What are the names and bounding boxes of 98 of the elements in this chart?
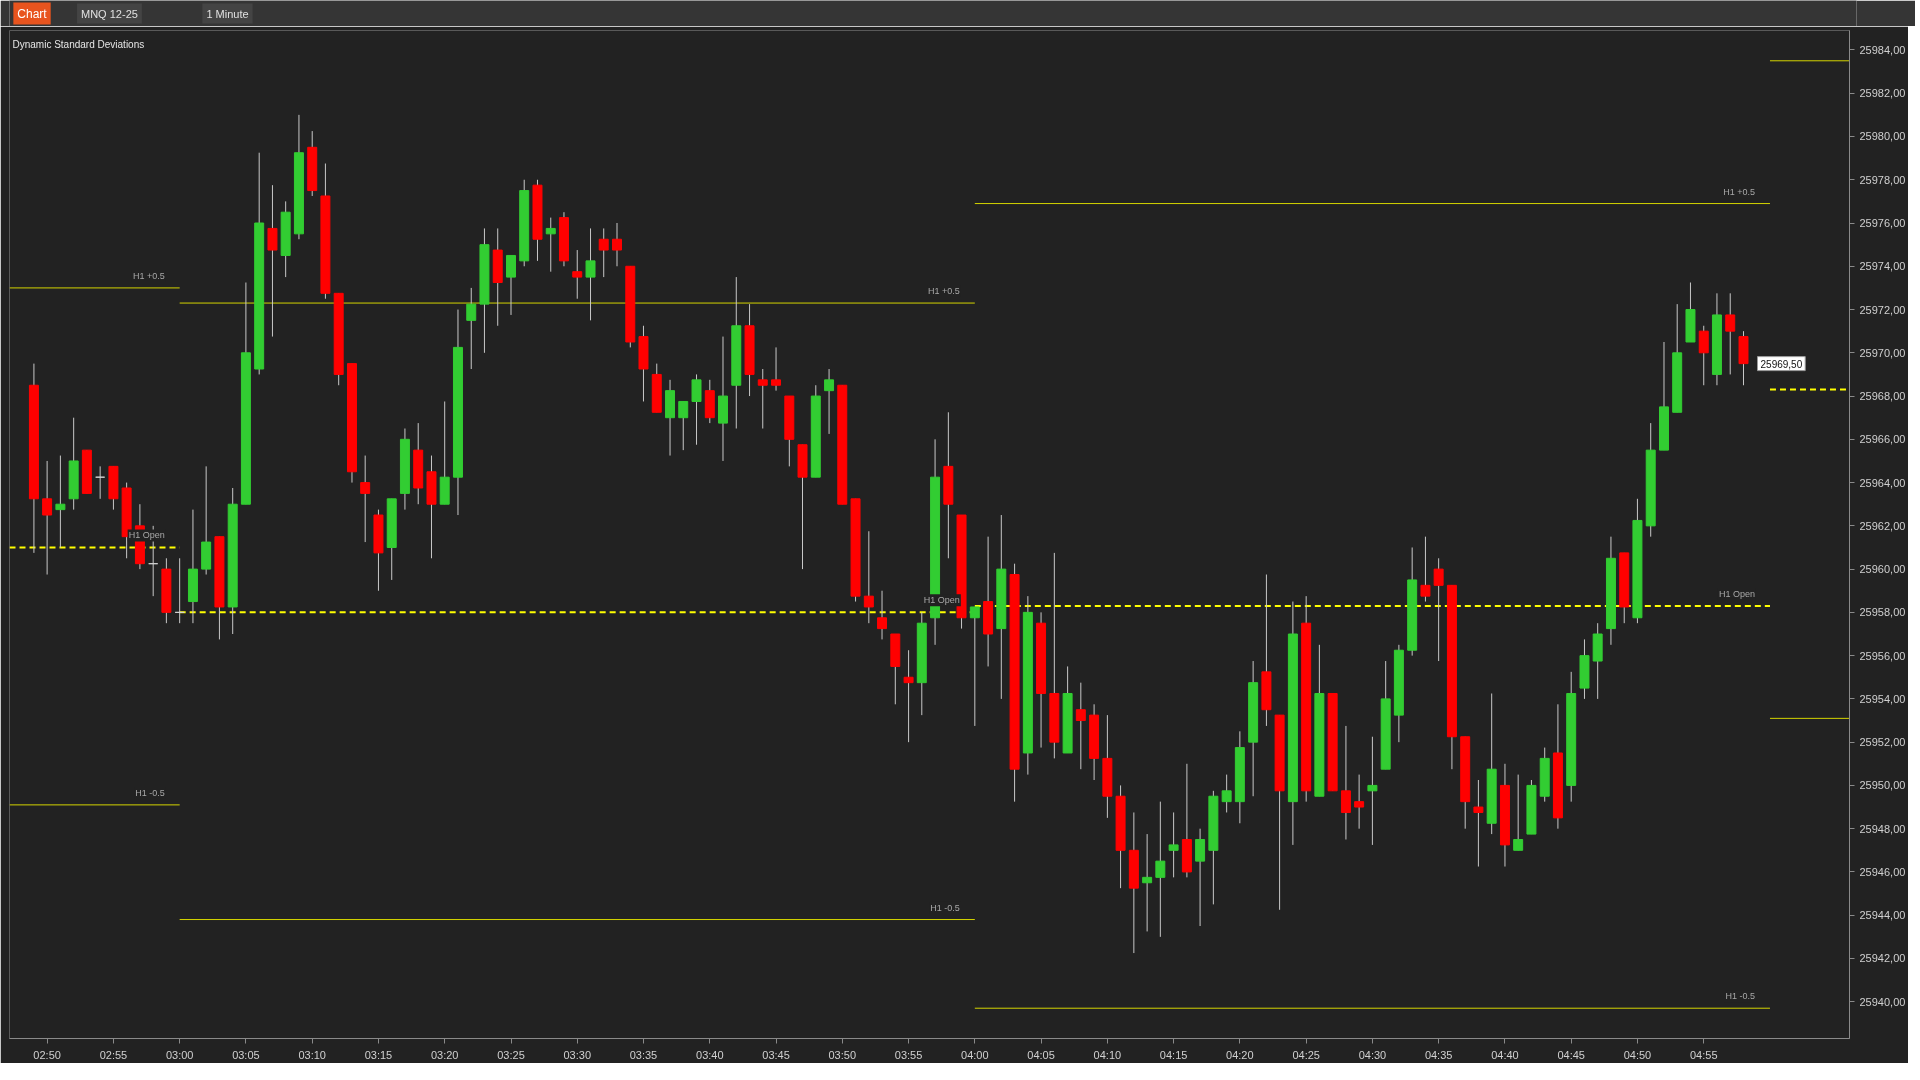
x-tick-label: 03:45 bbox=[762, 1048, 790, 1061]
candlestick bbox=[757, 368, 768, 430]
x-tick-label: 03:15 bbox=[364, 1048, 393, 1061]
candlestick bbox=[360, 455, 371, 543]
y-tick-label: 25960,00 bbox=[1859, 563, 1906, 576]
candlestick bbox=[1513, 774, 1524, 851]
x-tick-label: 03:05 bbox=[232, 1048, 260, 1061]
y-tick-label: 25956,00 bbox=[1859, 649, 1906, 662]
candlestick bbox=[545, 217, 556, 273]
series-label: H1 +0.5 bbox=[928, 286, 960, 297]
y-tick-label: 25952,00 bbox=[1859, 736, 1906, 749]
x-tick-label: 03:55 bbox=[894, 1048, 923, 1061]
y-tick-label: 25972,00 bbox=[1859, 303, 1906, 316]
candlestick bbox=[1340, 725, 1351, 840]
y-tick-label: 25978,00 bbox=[1859, 173, 1906, 186]
candlestick bbox=[863, 530, 874, 624]
y-tick-label: 25944,00 bbox=[1859, 909, 1906, 922]
candlestick bbox=[1473, 779, 1484, 868]
candlestick bbox=[691, 373, 702, 446]
x-tick-label: 04:55 bbox=[1689, 1048, 1718, 1061]
candlestick bbox=[1155, 801, 1166, 938]
x-tick-label: 04:00 bbox=[961, 1048, 989, 1061]
x-tick-label: 03:20 bbox=[430, 1048, 459, 1061]
candlestick bbox=[612, 222, 622, 267]
y-tick-label: 25980,00 bbox=[1859, 130, 1906, 143]
y-tick-label: 25946,00 bbox=[1859, 865, 1906, 878]
x-tick-label: 04:40 bbox=[1491, 1048, 1519, 1061]
x-tick-label: 04:20 bbox=[1226, 1048, 1254, 1061]
candlestick bbox=[1195, 828, 1206, 927]
candlestick bbox=[1698, 325, 1709, 386]
text: MNQ 12-25 bbox=[81, 7, 138, 20]
series-label: H1 Open bbox=[128, 530, 165, 541]
y-tick-label: 25976,00 bbox=[1859, 217, 1906, 230]
candlestick bbox=[598, 227, 609, 278]
series-label: H1 -0.5 bbox=[135, 787, 165, 798]
candlestick bbox=[969, 606, 980, 727]
x-tick-label: 03:50 bbox=[828, 1048, 857, 1061]
x-tick-label: 03:35 bbox=[629, 1048, 658, 1061]
candlestick bbox=[267, 184, 278, 338]
candlestick bbox=[1168, 811, 1179, 878]
candlestick bbox=[1075, 682, 1086, 770]
series-label: H1 -0.5 bbox=[1725, 991, 1755, 1002]
text: Dynamic Standard Deviations bbox=[12, 38, 145, 50]
y-tick-label: 25948,00 bbox=[1859, 822, 1906, 835]
x-tick-label: 04:30 bbox=[1358, 1048, 1387, 1061]
candlestick bbox=[506, 254, 516, 316]
series-label: H1 Open bbox=[923, 595, 960, 606]
y-tick-label: 25964,00 bbox=[1859, 476, 1906, 489]
y-tick-label: 25940,00 bbox=[1859, 995, 1906, 1008]
candlestick bbox=[1367, 736, 1378, 846]
candlestick bbox=[1433, 557, 1444, 662]
candlestick bbox=[1221, 774, 1232, 813]
candlestick bbox=[466, 287, 477, 370]
x-tick-label: 03:30 bbox=[563, 1048, 592, 1061]
x-tick-label: 03:25 bbox=[497, 1048, 525, 1061]
y-tick-label: 25942,00 bbox=[1859, 952, 1906, 965]
candlestick bbox=[877, 590, 888, 640]
x-tick-label: 02:55 bbox=[99, 1048, 128, 1061]
candlestick bbox=[678, 400, 689, 451]
x-tick-label: 02:50 bbox=[33, 1048, 61, 1061]
x-tick-label: 03:10 bbox=[298, 1048, 326, 1061]
y-tick-label: 25974,00 bbox=[1859, 260, 1906, 273]
x-tick-label: 04:45 bbox=[1557, 1048, 1585, 1061]
candlestick bbox=[1142, 833, 1153, 932]
text: Chart bbox=[17, 6, 48, 21]
y-tick-label: 25968,00 bbox=[1859, 390, 1906, 403]
candlestick bbox=[55, 455, 66, 548]
candlestick bbox=[903, 649, 914, 743]
x-tick-label: 04:25 bbox=[1292, 1048, 1320, 1061]
x-tick-label: 03:00 bbox=[165, 1048, 194, 1061]
x-tick-label: 04:10 bbox=[1093, 1048, 1122, 1061]
candlestick bbox=[771, 346, 782, 392]
candlestick bbox=[824, 368, 835, 435]
y-tick-label: 25954,00 bbox=[1859, 692, 1906, 705]
series-label: H1 -0.5 bbox=[930, 902, 960, 913]
y-tick-label: 25984,00 bbox=[1859, 43, 1906, 56]
y-tick-label: 25958,00 bbox=[1859, 606, 1906, 619]
annotation: 25969,50 bbox=[1760, 358, 1803, 370]
series-label: H1 +0.5 bbox=[132, 270, 165, 281]
y-tick-label: 25970,00 bbox=[1859, 346, 1906, 359]
candlestick bbox=[1354, 774, 1365, 830]
candlestick bbox=[585, 227, 596, 321]
y-tick-label: 25982,00 bbox=[1859, 87, 1906, 100]
candlestick bbox=[1420, 536, 1431, 603]
text: 1 Minute bbox=[206, 7, 249, 20]
series-label: H1 +0.5 bbox=[1723, 186, 1755, 197]
x-tick-label: 04:05 bbox=[1027, 1048, 1055, 1061]
x-tick-label: 04:50 bbox=[1623, 1048, 1652, 1061]
y-tick-label: 25966,00 bbox=[1859, 433, 1906, 446]
x-tick-label: 04:35 bbox=[1424, 1048, 1453, 1061]
candlestick bbox=[42, 460, 53, 576]
y-tick-label: 25962,00 bbox=[1859, 519, 1906, 532]
series-label: H1 Open bbox=[1718, 588, 1755, 599]
candlestick bbox=[1725, 292, 1736, 375]
x-tick-label: 03:40 bbox=[696, 1048, 724, 1061]
x-tick-label: 04:15 bbox=[1159, 1048, 1188, 1061]
candlestick bbox=[572, 249, 583, 300]
y-tick-label: 25950,00 bbox=[1859, 779, 1906, 792]
